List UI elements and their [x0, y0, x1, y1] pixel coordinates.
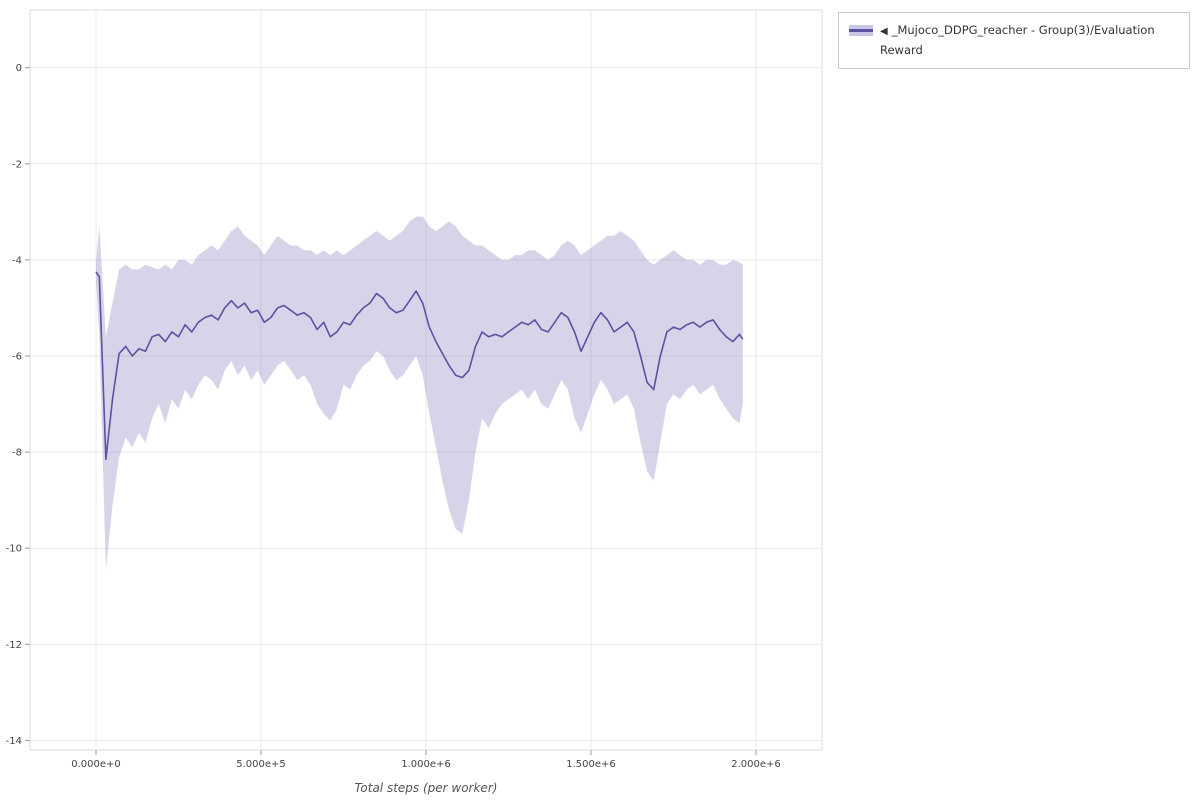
x-tick-label: 2.000e+6 — [731, 759, 781, 770]
y-tick-label: -4 — [12, 255, 22, 266]
series-band — [96, 216, 743, 570]
y-tick-label: -2 — [12, 159, 22, 170]
y-tick-label: -14 — [6, 736, 22, 747]
y-tick-label: -12 — [6, 640, 22, 651]
legend-swatch-line — [849, 29, 873, 32]
legend-swatch — [849, 25, 873, 36]
series-line — [95, 271, 744, 461]
legend-collapse-icon[interactable]: ◀ — [880, 26, 888, 37]
x-tick-label: 1.000e+6 — [401, 759, 451, 770]
legend-entry[interactable]: ◀ _Mujoco_DDPG_reacher - Group(3)/Evaluat… — [849, 21, 1179, 60]
x-tick-label: 0.000e+0 — [71, 759, 121, 770]
y-tick-label: -10 — [6, 544, 22, 555]
legend-text: ◀ _Mujoco_DDPG_reacher - Group(3)/Evaluat… — [880, 21, 1179, 60]
x-axis-title: Total steps (per worker) — [354, 781, 498, 795]
y-tick-label: -6 — [12, 352, 22, 363]
y-tick-label: 0 — [16, 63, 22, 74]
x-tick-label: 5.000e+5 — [236, 759, 286, 770]
y-tick-label: -8 — [12, 448, 22, 459]
x-tick-label: 1.500e+6 — [566, 759, 616, 770]
legend-label[interactable]: _Mujoco_DDPG_reacher - Group(3)/Evaluati… — [880, 23, 1155, 57]
legend: ◀ _Mujoco_DDPG_reacher - Group(3)/Evaluat… — [838, 12, 1190, 70]
